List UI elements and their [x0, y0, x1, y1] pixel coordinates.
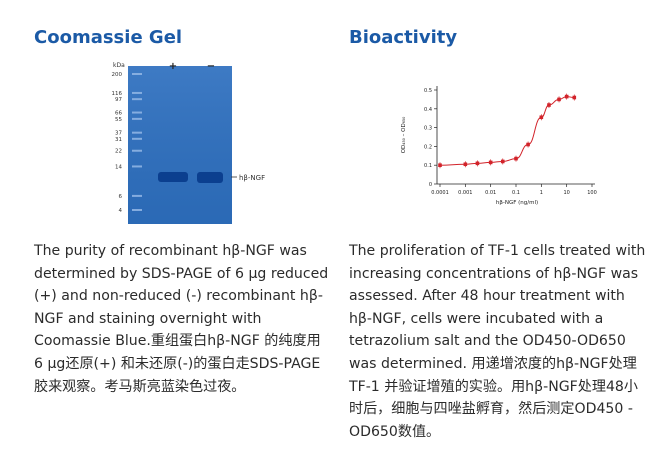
data-point	[547, 103, 551, 107]
bioactivity-chart-svg: hβ-NGF (ng/ml) OD₄₅₀ – OD₆₅₀ 0 0.1 0.2 0.3 0…	[401, 86, 597, 206]
gel-band-label: hβ-NGF	[239, 174, 265, 182]
gel-band-nonreduced	[197, 172, 223, 183]
data-point	[572, 95, 577, 100]
data-point	[500, 159, 505, 164]
bioactivity-description: The proliferation of TF-1 cells treated …	[349, 243, 646, 440]
bioactivity-chart: hβ-NGF (ng/ml) OD₄₅₀ – OD₆₅₀ 0 0.1 0.2 0.3 0…	[387, 80, 607, 210]
gel-marker-label: 97	[115, 97, 122, 103]
data-point	[557, 97, 561, 102]
gel-marker-label: 55	[115, 117, 122, 123]
coomassie-gel-description: The purity of recombinant hβ-NGF was det…	[34, 243, 329, 395]
gel-marker-label: 200	[112, 72, 123, 78]
y-tick-label: 0.3	[424, 126, 432, 132]
gel-marker-label: 14	[115, 164, 122, 170]
x-axis-label: hβ-NGF (ng/ml)	[496, 200, 538, 206]
y-tick-label: 0.4	[424, 107, 432, 113]
y-tick-label: 0.5	[424, 88, 432, 94]
gel-unit-label: kDa	[113, 62, 125, 69]
x-tick-label: 10	[563, 190, 569, 196]
x-tick-label: 0.0001	[431, 190, 449, 196]
x-tick-label: 0.001	[458, 190, 472, 196]
gel-marker-label: 22	[115, 149, 122, 155]
data-point	[539, 115, 544, 120]
data-point	[564, 94, 569, 99]
gel-marker-band	[132, 209, 142, 211]
x-tick-label: 1	[540, 190, 543, 196]
gel-figure: kDa + − 200 116 97 66 55 37 31 22 14 6 4 hβ-NGF	[100, 58, 290, 228]
gel-band-reduced	[158, 172, 188, 182]
x-tick-label: 100	[587, 190, 597, 196]
gel-marker-label: 116	[112, 91, 123, 97]
y-axis-label: OD₄₅₀ – OD₆₅₀	[401, 116, 407, 153]
y-tick-label: 0.2	[424, 144, 432, 150]
gel-shading	[128, 66, 232, 224]
gel-marker-label: 31	[115, 137, 122, 143]
bioactivity-heading: Bioactivity	[349, 27, 458, 48]
data-point	[463, 162, 468, 167]
gel-marker-band	[132, 98, 142, 101]
x-tick-label: 0.1	[512, 190, 520, 196]
data-point	[488, 160, 493, 165]
gel-marker-band	[132, 149, 142, 152]
gel-marker-band	[132, 91, 142, 94]
gel-marker-label: 6	[119, 194, 123, 200]
y-tick-label: 0.1	[424, 163, 432, 169]
gel-lane-label-plus: +	[169, 61, 177, 72]
y-tick-label: 0	[429, 182, 432, 188]
gel-marker-label: 66	[115, 111, 122, 117]
gel-marker-band	[132, 165, 142, 168]
x-tick-label: 0.01	[485, 190, 496, 196]
gel-marker-band	[132, 111, 142, 114]
data-point	[475, 161, 480, 166]
data-point	[514, 156, 518, 161]
gel-marker-label: 4	[119, 208, 123, 214]
coomassie-gel-heading: Coomassie Gel	[34, 27, 183, 48]
gel-marker-label: 37	[115, 131, 122, 137]
gel-lane-label-minus: −	[207, 61, 215, 72]
gel-marker-band	[132, 117, 142, 120]
data-point	[438, 163, 442, 167]
gel-marker-band	[132, 131, 142, 134]
gel-marker-band	[132, 137, 142, 140]
gel-marker-band	[132, 194, 142, 197]
data-point	[526, 142, 530, 147]
gel-marker-band	[132, 73, 142, 75]
series-curve	[439, 96, 575, 166]
